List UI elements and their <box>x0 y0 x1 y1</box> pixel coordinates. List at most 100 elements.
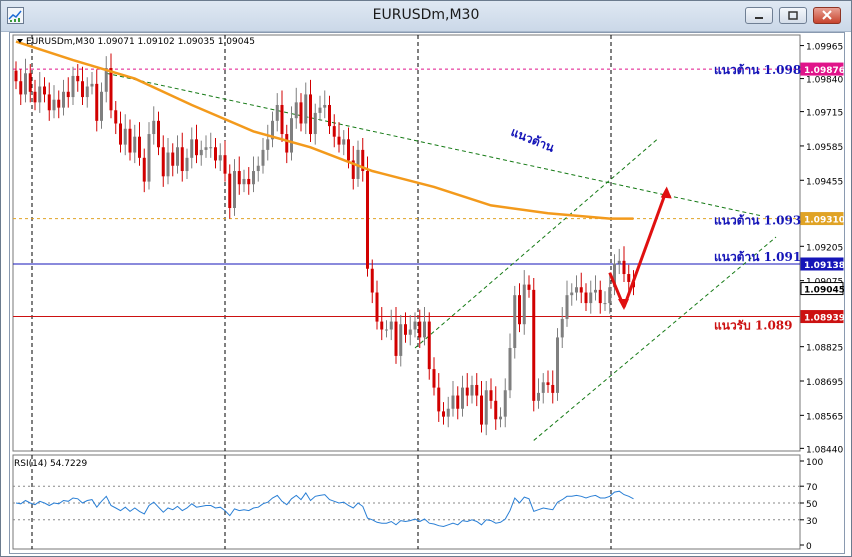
candle[interactable] <box>176 147 179 166</box>
candle[interactable] <box>218 155 222 161</box>
candle[interactable] <box>152 120 156 135</box>
candle[interactable] <box>318 107 322 113</box>
candle[interactable] <box>513 295 517 348</box>
candle[interactable] <box>442 411 445 417</box>
candle[interactable] <box>138 136 141 158</box>
candle[interactable] <box>475 384 479 396</box>
candle[interactable] <box>161 147 165 177</box>
candle[interactable] <box>351 160 355 179</box>
candle[interactable] <box>62 91 65 108</box>
candle[interactable] <box>66 91 70 98</box>
candle[interactable] <box>85 86 89 98</box>
candle[interactable] <box>404 324 407 335</box>
trendline-channel_lower[interactable] <box>533 236 777 441</box>
candle[interactable] <box>584 292 588 304</box>
candle[interactable] <box>119 123 122 145</box>
candle[interactable] <box>389 321 393 330</box>
candle[interactable] <box>461 387 464 409</box>
candle[interactable] <box>304 94 308 124</box>
trendline-channel_upper[interactable] <box>414 138 658 349</box>
moving-average-line[interactable] <box>15 40 634 220</box>
candle[interactable] <box>579 287 583 293</box>
candle[interactable] <box>252 171 255 185</box>
candle[interactable] <box>285 134 289 153</box>
candle[interactable] <box>195 139 198 156</box>
candle[interactable] <box>494 400 498 420</box>
candle[interactable] <box>603 303 607 305</box>
candle[interactable] <box>570 292 574 296</box>
candle[interactable] <box>133 136 137 153</box>
candle[interactable] <box>199 149 203 156</box>
candle[interactable] <box>418 321 422 338</box>
candle[interactable] <box>627 274 631 282</box>
candle[interactable] <box>261 149 265 166</box>
candle[interactable] <box>242 178 246 185</box>
candle[interactable] <box>537 392 540 401</box>
candle[interactable] <box>43 86 46 95</box>
candle[interactable] <box>313 112 317 135</box>
candle[interactable] <box>266 139 270 150</box>
candle[interactable] <box>256 165 260 172</box>
candle[interactable] <box>95 83 99 121</box>
candle[interactable] <box>147 134 151 182</box>
candle[interactable] <box>14 70 18 82</box>
candle[interactable] <box>33 91 37 103</box>
candle[interactable] <box>180 147 184 172</box>
candle[interactable] <box>19 81 23 95</box>
candle[interactable] <box>527 284 531 290</box>
candle[interactable] <box>589 292 593 304</box>
candle[interactable] <box>28 73 32 92</box>
candle[interactable] <box>399 324 403 356</box>
candle[interactable] <box>480 395 483 425</box>
candle[interactable] <box>408 329 412 335</box>
candle[interactable] <box>38 86 42 103</box>
candle[interactable] <box>57 99 61 108</box>
candle[interactable] <box>518 295 521 325</box>
candle[interactable] <box>451 395 455 409</box>
candle[interactable] <box>209 147 213 149</box>
candle[interactable] <box>370 268 374 293</box>
candle[interactable] <box>228 173 232 209</box>
candle[interactable] <box>190 139 194 158</box>
candle[interactable] <box>271 120 274 140</box>
candle[interactable] <box>508 347 512 391</box>
candle[interactable] <box>347 139 350 161</box>
candle[interactable] <box>275 104 279 121</box>
candle[interactable] <box>290 118 293 153</box>
candle[interactable] <box>166 152 170 177</box>
candle[interactable] <box>499 416 502 420</box>
candle[interactable] <box>489 390 493 401</box>
candle[interactable] <box>81 81 84 98</box>
candle[interactable] <box>484 390 488 425</box>
candle[interactable] <box>109 68 113 111</box>
candle[interactable] <box>565 295 569 319</box>
candle[interactable] <box>427 321 431 370</box>
candle[interactable] <box>280 104 284 135</box>
candle[interactable] <box>171 152 175 166</box>
candle[interactable] <box>123 128 127 145</box>
candle[interactable] <box>413 321 417 330</box>
candle[interactable] <box>47 94 51 111</box>
candle[interactable] <box>575 287 578 293</box>
candle[interactable] <box>622 260 626 275</box>
candle[interactable] <box>157 120 160 148</box>
candle[interactable] <box>456 395 460 409</box>
candle[interactable] <box>233 171 236 209</box>
candle[interactable] <box>394 321 398 356</box>
title-bar[interactable]: EURUSDm,M30 <box>1 1 851 32</box>
candle[interactable] <box>100 91 103 121</box>
candle[interactable] <box>247 178 251 185</box>
candle[interactable] <box>560 318 564 338</box>
candle[interactable] <box>522 284 526 325</box>
candle[interactable] <box>90 83 94 87</box>
candle[interactable] <box>76 75 80 82</box>
maximize-button[interactable] <box>779 7 807 24</box>
candle[interactable] <box>556 337 559 393</box>
candle[interactable] <box>323 104 327 108</box>
rsi-panel[interactable] <box>12 454 801 550</box>
candle[interactable] <box>608 287 612 304</box>
candle[interactable] <box>546 382 550 385</box>
candle[interactable] <box>24 73 27 95</box>
candle[interactable] <box>104 68 108 92</box>
candle[interactable] <box>541 382 545 393</box>
